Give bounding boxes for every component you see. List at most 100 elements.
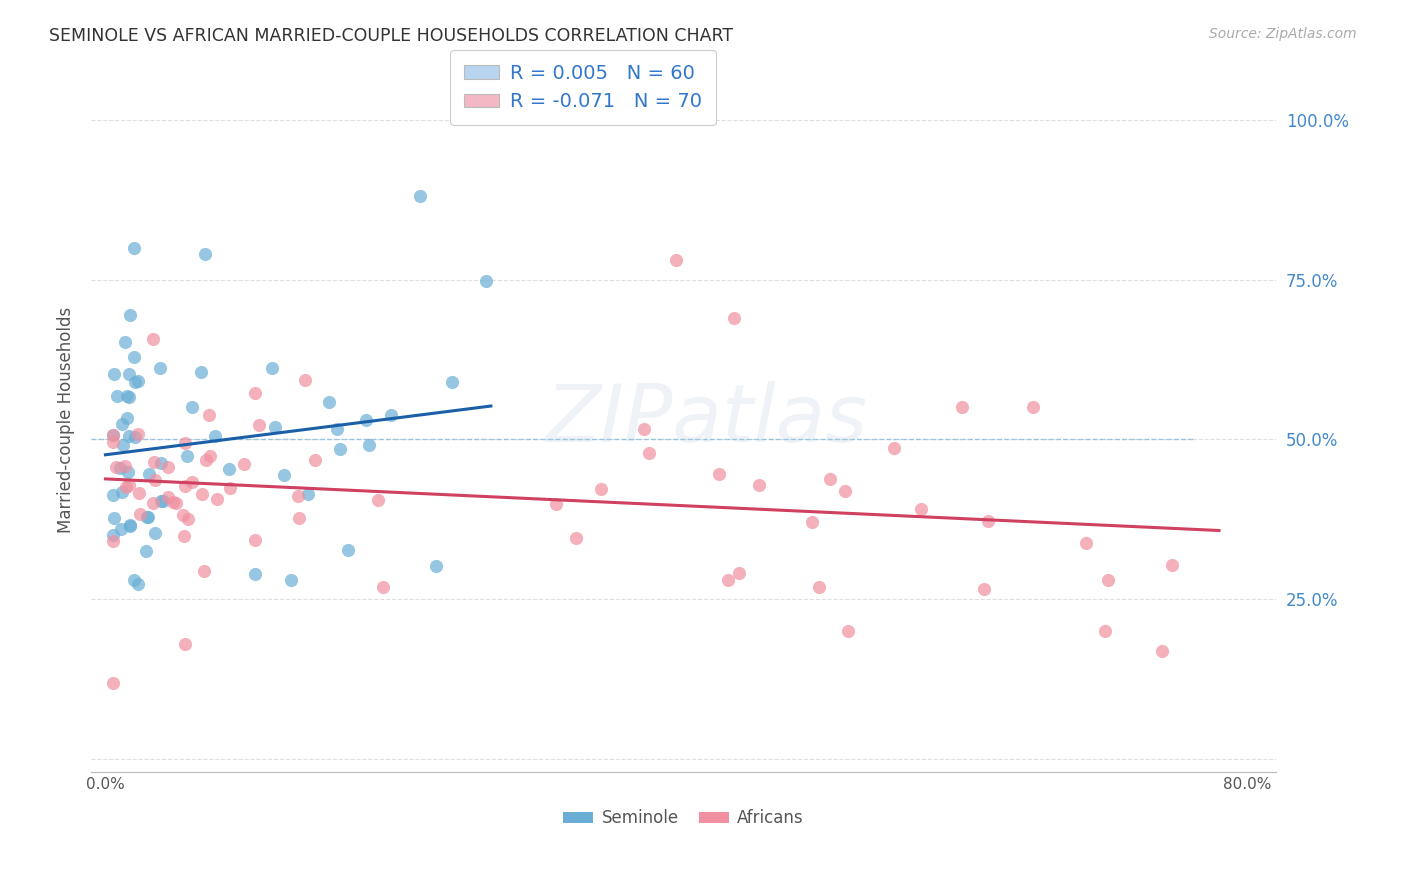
Point bbox=[371, 580, 394, 594]
Point bbox=[380, 408, 402, 422]
Point bbox=[218, 462, 240, 476]
Point bbox=[103, 367, 125, 381]
Point bbox=[101, 428, 124, 442]
Point bbox=[288, 511, 311, 525]
Point bbox=[717, 574, 740, 588]
Point bbox=[118, 368, 141, 382]
Point bbox=[245, 567, 267, 582]
Point bbox=[287, 489, 309, 503]
Point bbox=[173, 479, 195, 493]
Point bbox=[190, 366, 212, 380]
Point bbox=[1097, 573, 1119, 587]
Point bbox=[101, 534, 124, 549]
Point bbox=[173, 528, 195, 542]
Point bbox=[177, 511, 200, 525]
Point bbox=[105, 389, 128, 403]
Point bbox=[475, 274, 498, 288]
Point bbox=[1094, 624, 1116, 639]
Point bbox=[149, 494, 172, 508]
Point bbox=[245, 385, 267, 400]
Point bbox=[120, 517, 142, 532]
Point bbox=[194, 247, 217, 261]
Point bbox=[808, 580, 831, 594]
Point bbox=[156, 490, 179, 504]
Point bbox=[138, 467, 160, 481]
Text: SEMINOLE VS AFRICAN MARRIED-COUPLE HOUSEHOLDS CORRELATION CHART: SEMINOLE VS AFRICAN MARRIED-COUPLE HOUSE… bbox=[49, 27, 734, 45]
Point bbox=[801, 515, 824, 529]
Point bbox=[118, 518, 141, 533]
Point bbox=[111, 417, 134, 431]
Point bbox=[195, 453, 218, 467]
Point bbox=[727, 566, 749, 580]
Point bbox=[127, 427, 149, 442]
Point bbox=[359, 438, 381, 452]
Point bbox=[118, 390, 141, 404]
Point bbox=[440, 375, 463, 389]
Point bbox=[101, 488, 124, 502]
Point bbox=[304, 452, 326, 467]
Point bbox=[111, 485, 134, 500]
Point bbox=[127, 375, 149, 389]
Point bbox=[190, 487, 212, 501]
Text: ZIPatlas: ZIPatlas bbox=[547, 381, 869, 459]
Point bbox=[1022, 401, 1045, 415]
Point bbox=[149, 360, 172, 375]
Point bbox=[136, 510, 159, 524]
Point bbox=[118, 429, 141, 443]
Point bbox=[665, 253, 688, 268]
Point bbox=[136, 510, 159, 524]
Point bbox=[723, 310, 745, 325]
Point bbox=[101, 528, 124, 542]
Point bbox=[367, 493, 389, 508]
Point bbox=[104, 460, 127, 475]
Point bbox=[818, 472, 841, 486]
Point bbox=[837, 624, 859, 639]
Point bbox=[354, 413, 377, 427]
Point bbox=[329, 442, 352, 456]
Point bbox=[180, 400, 202, 414]
Point bbox=[101, 434, 124, 449]
Legend: Seminole, Africans: Seminole, Africans bbox=[557, 803, 810, 834]
Point bbox=[565, 531, 588, 545]
Point bbox=[122, 351, 145, 365]
Point bbox=[181, 475, 204, 490]
Point bbox=[337, 543, 360, 558]
Point bbox=[156, 460, 179, 475]
Point bbox=[118, 308, 141, 322]
Point bbox=[165, 496, 187, 510]
Point bbox=[207, 491, 229, 506]
Point bbox=[124, 430, 146, 444]
Point bbox=[152, 494, 174, 508]
Point bbox=[114, 459, 136, 474]
Point bbox=[115, 411, 138, 425]
Point bbox=[1150, 643, 1173, 657]
Point bbox=[544, 497, 567, 511]
Point bbox=[162, 495, 184, 509]
Point bbox=[198, 408, 221, 422]
Point bbox=[638, 446, 661, 460]
Point bbox=[174, 637, 197, 651]
Point bbox=[950, 401, 973, 415]
Point bbox=[143, 525, 166, 540]
Point bbox=[150, 456, 173, 470]
Point bbox=[143, 455, 166, 469]
Point bbox=[110, 461, 132, 475]
Point bbox=[589, 483, 612, 497]
Point bbox=[115, 389, 138, 403]
Point bbox=[294, 373, 316, 387]
Point bbox=[707, 467, 730, 481]
Point bbox=[115, 480, 138, 494]
Point bbox=[193, 564, 215, 578]
Point bbox=[129, 508, 152, 522]
Point bbox=[748, 478, 770, 492]
Point bbox=[143, 473, 166, 487]
Point bbox=[408, 189, 430, 203]
Point bbox=[101, 675, 124, 690]
Point bbox=[172, 508, 194, 523]
Point bbox=[247, 417, 270, 432]
Point bbox=[262, 361, 284, 376]
Point bbox=[883, 441, 905, 455]
Point bbox=[122, 573, 145, 587]
Point bbox=[117, 465, 139, 479]
Point bbox=[174, 436, 197, 450]
